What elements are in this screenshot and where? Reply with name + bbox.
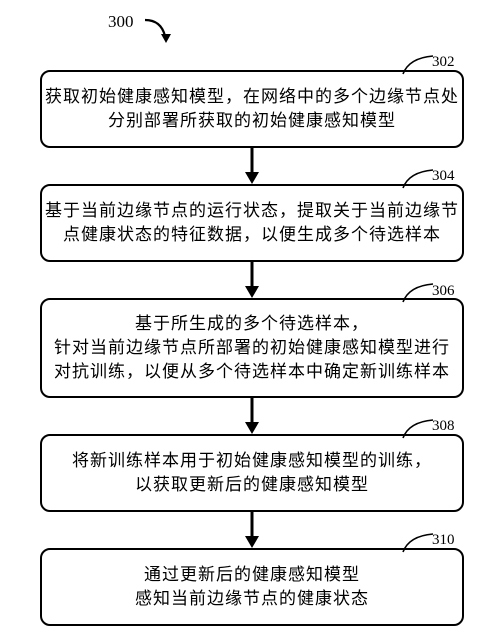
connector-line	[251, 512, 254, 536]
step-text-line: 对抗训练，以便从多个待选样本中确定新训练样本	[54, 360, 450, 384]
step-box-304: 基于当前边缘节点的运行状态，提取关于当前边缘节点健康状态的特征数据，以便生成多个…	[40, 184, 464, 262]
arrow-down-icon	[245, 286, 259, 298]
step-box-308: 将新训练样本用于初始健康感知模型的训练，以获取更新后的健康感知模型	[40, 434, 464, 512]
step-text-line: 针对当前边缘节点所部署的初始健康感知模型进行	[54, 336, 450, 360]
step-box-302: 获取初始健康感知模型，在网络中的多个边缘节点处分别部署所获取的初始健康感知模型	[40, 70, 464, 148]
arrow-down-icon	[245, 172, 259, 184]
step-text-line: 感知当前边缘节点的健康状态	[135, 587, 369, 611]
connector-line	[251, 148, 254, 172]
step-text-line: 以获取更新后的健康感知模型	[135, 473, 369, 497]
step-text-line: 获取初始健康感知模型，在网络中的多个边缘节点处	[45, 85, 459, 109]
connector-line	[251, 262, 254, 286]
step-text-line: 通过更新后的健康感知模型	[144, 563, 360, 587]
step-box-306: 基于所生成的多个待选样本，针对当前边缘节点所部署的初始健康感知模型进行对抗训练，…	[40, 298, 464, 398]
figure-hook-arrow-icon	[141, 16, 191, 46]
step-text-line: 点健康状态的特征数据，以便生成多个待选样本	[63, 223, 441, 247]
step-text-line: 将新训练样本用于初始健康感知模型的训练，	[72, 449, 432, 473]
figure-number-label: 300	[108, 12, 134, 32]
step-box-310: 通过更新后的健康感知模型感知当前边缘节点的健康状态	[40, 548, 464, 626]
step-text-line: 基于所生成的多个待选样本，	[135, 312, 369, 336]
step-text-line: 基于当前边缘节点的运行状态，提取关于当前边缘节	[45, 199, 459, 223]
arrow-down-icon	[245, 536, 259, 548]
flowchart-canvas: 300 302获取初始健康感知模型，在网络中的多个边缘节点处分别部署所获取的初始…	[0, 0, 504, 638]
connector-line	[251, 398, 254, 422]
step-text-line: 分别部署所获取的初始健康感知模型	[108, 109, 396, 133]
arrow-down-icon	[245, 422, 259, 434]
